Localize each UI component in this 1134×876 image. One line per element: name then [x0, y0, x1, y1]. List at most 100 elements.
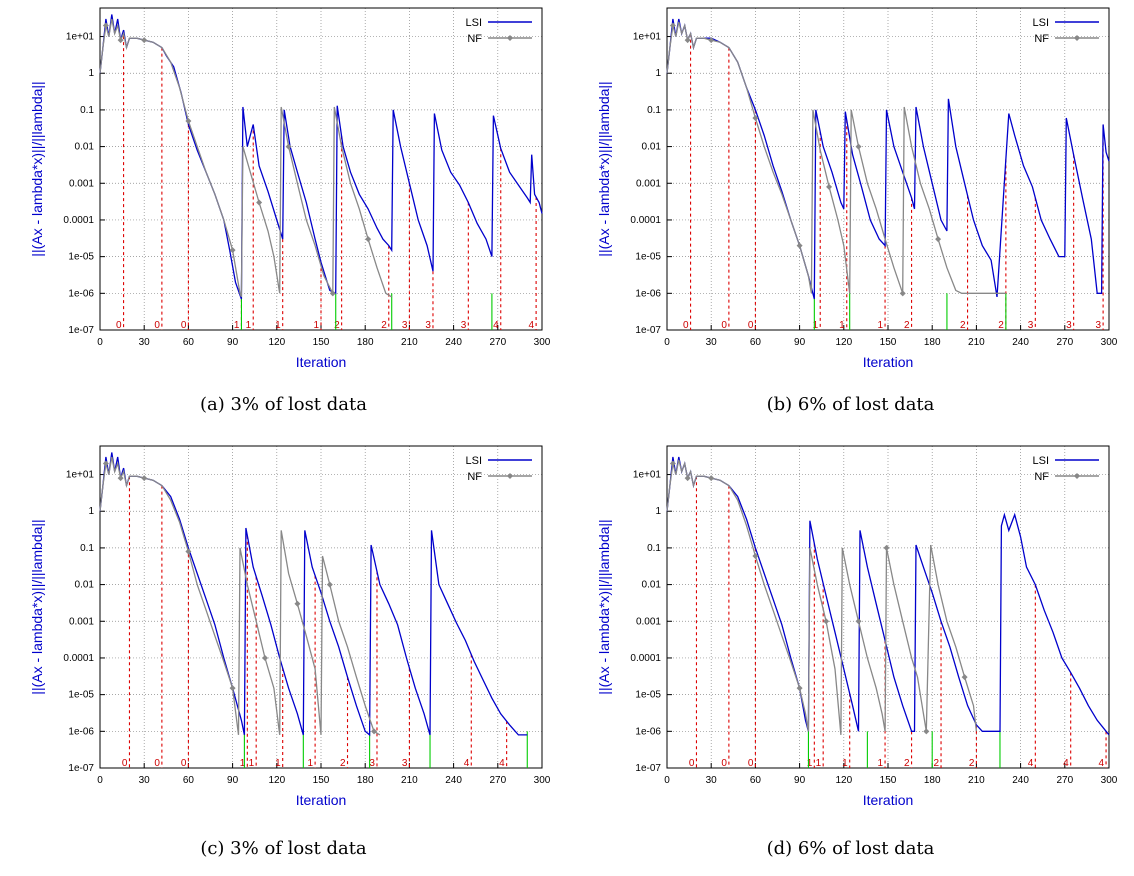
fault-label-0: 0	[689, 758, 695, 769]
y-tick-label-8: 1e+01	[633, 32, 662, 43]
fault-label-8: 3	[369, 758, 375, 769]
series-point-nf-37	[899, 290, 906, 297]
fault-label-8: 2	[998, 320, 1004, 331]
y-tick-label-4: 0.001	[636, 616, 661, 627]
fault-label-10: 3	[425, 320, 431, 331]
series-point-nf-42	[935, 236, 942, 243]
y-axis-label: ||(Ax - lambda*x)||/||lambda||	[29, 81, 45, 256]
caption-c: (c) 3% of lost data	[200, 838, 367, 859]
x-tick-label-10: 300	[1101, 775, 1118, 786]
fault-label-11: 3	[1096, 320, 1102, 331]
chart-c: 0 30 60 90 120 150 180 210 240 270 3001e-071e-061e…	[29, 445, 551, 808]
legend-label-nf: NF	[1034, 33, 1049, 45]
x-tick-label-5: 150	[880, 337, 897, 348]
fault-label-13: 4	[529, 320, 535, 331]
fault-label-11: 3	[461, 320, 467, 331]
fault-label-10: 4	[1028, 758, 1034, 769]
series-point-nf-7	[684, 37, 691, 44]
series-point-nf-2	[102, 22, 109, 29]
series-point-nf-12	[708, 37, 715, 44]
series-point-nf-7	[684, 475, 691, 482]
y-tick-label-6: 0.1	[647, 543, 661, 554]
x-tick-label-9: 270	[1056, 337, 1073, 348]
y-tick-label-6: 0.1	[80, 543, 94, 554]
y-tick-label-2: 1e-05	[68, 690, 94, 701]
legend-label-lsi: LSI	[1032, 17, 1049, 29]
series-point-nf-22	[796, 242, 803, 249]
fault-label-7: 2	[340, 758, 346, 769]
chart-a: 0 30 60 90 120 150 180 210 240 270 3001e-071e-061e…	[29, 7, 551, 370]
fault-label-1: 0	[721, 320, 727, 331]
y-tick-label-1: 1e-06	[635, 726, 661, 737]
series-point-nf-17	[185, 548, 192, 555]
x-tick-label-4: 120	[268, 337, 285, 348]
x-tick-label-9: 270	[1056, 775, 1073, 786]
legend-label-nf: NF	[1034, 471, 1049, 483]
series-point-nf-37	[326, 581, 333, 588]
y-tick-label-2: 1e-05	[68, 252, 94, 263]
fault-label-11: 4	[1063, 758, 1069, 769]
x-tick-label-3: 90	[794, 337, 806, 348]
x-axis-label: Iteration	[296, 792, 347, 808]
y-axis-label: ||(Ax - lambda*x)||/||lambda||	[29, 519, 45, 694]
y-tick-label-0: 1e-07	[68, 325, 94, 336]
x-tick-label-6: 180	[924, 337, 941, 348]
fault-label-10: 3	[1066, 320, 1072, 331]
x-tick-label-5: 150	[313, 337, 330, 348]
x-tick-label-8: 240	[445, 775, 462, 786]
y-tick-label-5: 0.01	[642, 142, 662, 153]
x-tick-label-7: 210	[401, 337, 418, 348]
x-tick-label-0: 0	[664, 337, 670, 348]
fault-label-5: 1	[877, 320, 883, 331]
x-axis-label: Iteration	[863, 354, 914, 370]
y-tick-label-4: 0.001	[69, 616, 94, 627]
fault-label-3: 1	[234, 320, 240, 331]
x-tick-label-2: 60	[183, 337, 195, 348]
chart-b: 0 30 60 90 120 150 180 210 240 270 3001e-071e-061e…	[596, 7, 1118, 370]
x-tick-label-4: 120	[835, 775, 852, 786]
x-tick-label-1: 30	[139, 337, 151, 348]
fault-label-7: 2	[904, 758, 910, 769]
series-point-nf-17	[185, 117, 192, 124]
fault-label-0: 0	[122, 758, 128, 769]
fault-label-8: 2	[381, 320, 387, 331]
chart-panel-c: 0 30 60 90 120 150 180 210 240 270 300 1e-07 1e-06 1e…	[0, 438, 567, 876]
fault-label-3: 1	[813, 320, 819, 331]
series-line-lsi	[99, 452, 528, 737]
fault-label-9: 3	[402, 758, 408, 769]
series-point-nf-2	[669, 22, 676, 29]
series-point-nf-17	[752, 553, 759, 560]
series-point-nf-42	[365, 236, 372, 243]
series-point-nf-7	[117, 37, 124, 44]
series-point-nf-37	[329, 290, 336, 297]
fault-label-3: 1	[807, 758, 813, 769]
fault-label-6: 1	[313, 320, 319, 331]
fault-label-5: 1	[842, 758, 848, 769]
legend-marker-nf	[507, 473, 513, 479]
y-tick-label-7: 1	[655, 506, 661, 517]
x-tick-label-9: 270	[489, 337, 506, 348]
y-tick-label-8: 1e+01	[66, 32, 95, 43]
x-tick-label-10: 300	[534, 337, 551, 348]
fault-label-7: 2	[334, 320, 340, 331]
y-tick-label-6: 0.1	[647, 105, 661, 116]
fault-label-5: 1	[275, 320, 281, 331]
x-tick-label-10: 300	[534, 775, 551, 786]
fault-label-2: 0	[748, 758, 754, 769]
x-tick-label-0: 0	[97, 337, 103, 348]
fault-label-4: 1	[249, 758, 255, 769]
y-tick-label-4: 0.001	[636, 178, 661, 189]
x-tick-label-6: 180	[357, 775, 374, 786]
y-tick-label-7: 1	[88, 506, 94, 517]
y-axis-label: ||(Ax - lambda*x)||/||lambda||	[596, 519, 612, 694]
fault-label-1: 0	[154, 758, 160, 769]
legend-label-lsi: LSI	[465, 17, 482, 29]
x-axis-label: Iteration	[296, 354, 347, 370]
fault-label-6: 1	[308, 758, 314, 769]
series-point-nf-17	[752, 115, 759, 122]
series-point-nf-12	[708, 475, 715, 482]
x-tick-label-7: 210	[401, 775, 418, 786]
caption-b: (b) 6% of lost data	[766, 394, 935, 415]
y-tick-label-3: 0.0001	[63, 215, 94, 226]
series-point-nf-42	[923, 728, 930, 735]
